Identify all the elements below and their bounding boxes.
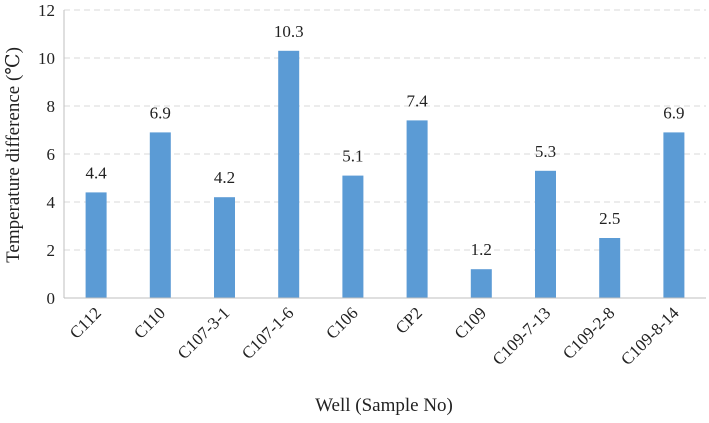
y-tick-label: 10 (38, 49, 55, 68)
y-tick-label: 2 (47, 241, 56, 260)
bars (85, 50, 685, 299)
data-label: 2.5 (599, 209, 620, 228)
bar (214, 197, 235, 298)
data-label: 6.9 (150, 103, 171, 122)
bar (149, 132, 171, 298)
data-label: 10.3 (274, 22, 304, 41)
data-label: 1.2 (471, 240, 492, 259)
data-labels: 4.4 6.9 4.2 10.3 5.1 7.4 1.2 5.3 2.5 6.9 (85, 22, 684, 259)
bar (278, 50, 300, 298)
data-label: 6.9 (663, 103, 684, 122)
bar (342, 175, 364, 298)
y-tick-label: 0 (47, 289, 56, 308)
y-tick-label: 6 (47, 145, 56, 164)
x-tick-label: C109-7-13 (489, 303, 555, 369)
y-axis-title: Temperature difference (℃) (3, 47, 24, 263)
x-tick-label: C107-3-1 (174, 303, 234, 363)
x-tick-label: C109-8-14 (617, 303, 683, 369)
data-label: 4.2 (214, 168, 235, 187)
data-label: 7.4 (406, 91, 428, 110)
data-label: 5.1 (342, 147, 363, 166)
bar (470, 269, 492, 298)
x-tick-label: C112 (66, 303, 105, 342)
y-tick-label: 8 (47, 97, 56, 116)
x-tick-label: C106 (322, 303, 361, 342)
x-tick-label: CP2 (392, 303, 426, 337)
bar (663, 132, 685, 298)
x-tick-label: C107-1-6 (238, 303, 298, 363)
x-tick-label: C109 (451, 303, 490, 342)
gridlines (64, 9, 706, 251)
data-label: 4.4 (85, 163, 107, 182)
x-axis-title: Well (Sample No) (315, 395, 453, 416)
bar (85, 192, 107, 298)
axes: 0 2 4 6 8 10 12 C112 C110 C107-3-1 C107-1-6 C106 CP2… (38, 1, 706, 369)
y-tick-label: 12 (38, 1, 55, 20)
y-tick-label: 4 (47, 193, 56, 212)
data-label: 5.3 (535, 142, 556, 161)
bar (406, 120, 428, 299)
bar (599, 238, 621, 298)
x-tick-label: C110 (130, 303, 169, 342)
x-tick-label: C109-2-8 (559, 303, 619, 363)
bar (535, 170, 556, 298)
